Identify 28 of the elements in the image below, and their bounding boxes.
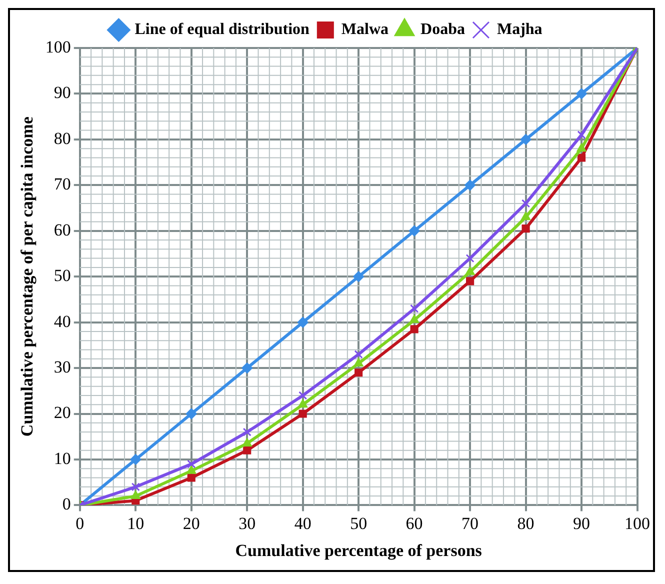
y-tick-label: 20 bbox=[54, 403, 71, 422]
legend-label: Malwa bbox=[341, 21, 389, 38]
x-tick-label: 30 bbox=[238, 514, 256, 533]
y-tick-label: 60 bbox=[54, 220, 71, 240]
x-tick-label: 100 bbox=[624, 514, 650, 533]
y-tick-label: 10 bbox=[54, 448, 71, 468]
x-tick-label: 50 bbox=[350, 514, 368, 533]
x-tick-label: 80 bbox=[517, 514, 534, 533]
y-tick-label: 50 bbox=[54, 266, 71, 286]
x-tick-label: 0 bbox=[76, 514, 84, 533]
y-tick-label: 0 bbox=[62, 494, 71, 514]
x-tick-label: 90 bbox=[573, 514, 590, 533]
y-tick-label: 90 bbox=[54, 83, 71, 102]
y-tick-label: 100 bbox=[45, 37, 71, 56]
x-tick-label: 40 bbox=[294, 514, 312, 533]
x-tick-label: 10 bbox=[127, 514, 144, 533]
y-tick-label: 30 bbox=[54, 358, 71, 377]
legend-label: Majha bbox=[496, 21, 542, 38]
y-tick-label: 80 bbox=[54, 128, 71, 148]
y-tick-label: 70 bbox=[54, 174, 71, 194]
x-tick-label: 20 bbox=[182, 514, 200, 533]
legend-label: Doaba bbox=[420, 21, 465, 38]
y-axis-title: Cumulative percentage of per capita income bbox=[18, 116, 37, 437]
x-tick-label: 60 bbox=[406, 514, 423, 533]
y-tick-label: 40 bbox=[54, 312, 71, 331]
x-axis-title: Cumulative percentage of persons bbox=[235, 541, 482, 560]
x-tick-label: 70 bbox=[462, 514, 479, 533]
legend-label: Line of equal distribution bbox=[134, 21, 310, 38]
